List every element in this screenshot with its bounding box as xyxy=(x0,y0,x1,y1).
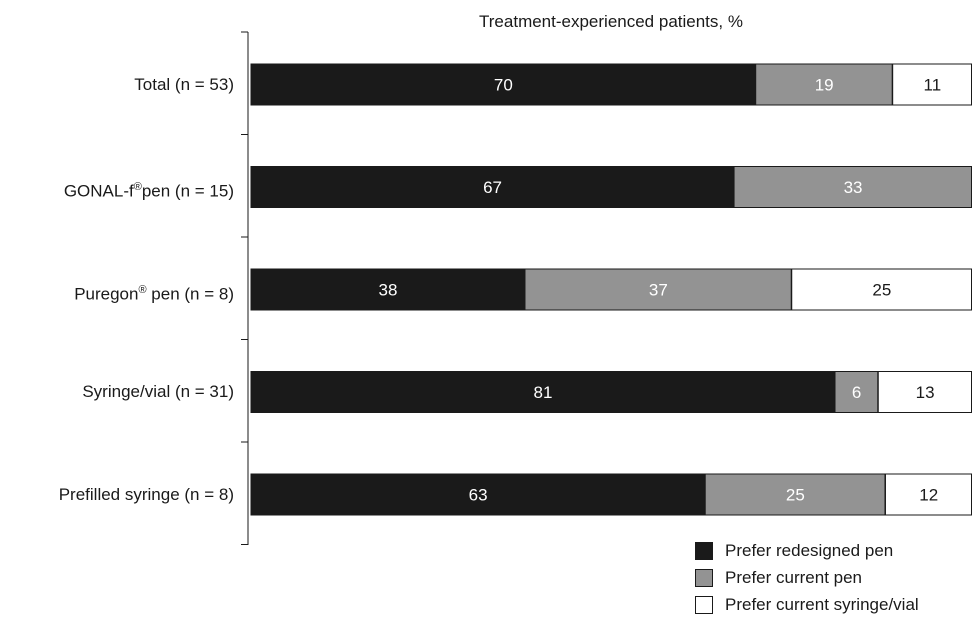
bar-redesigned-pen xyxy=(250,371,836,413)
data-label: 33 xyxy=(844,178,863,197)
data-label: 63 xyxy=(469,486,488,505)
category-label: GONAL-f®pen (n = 15) xyxy=(63,181,234,201)
data-label: 67 xyxy=(483,178,502,197)
legend-item-redesigned: Prefer redesigned pen xyxy=(695,537,919,564)
bar-current-pen xyxy=(834,371,879,413)
bar-redesigned-pen xyxy=(250,166,735,208)
legend-label-syringe-vial: Prefer current syringe/vial xyxy=(725,594,919,614)
legend: Prefer redesigned pen Prefer current pen… xyxy=(695,537,919,618)
legend-item-current-pen: Prefer current pen xyxy=(695,564,919,591)
data-label: 25 xyxy=(872,281,891,300)
data-label: 81 xyxy=(534,383,553,402)
data-label: 12 xyxy=(919,486,938,505)
data-label: 11 xyxy=(924,76,942,95)
legend-label-redesigned: Prefer redesigned pen xyxy=(725,540,894,560)
data-label: 19 xyxy=(815,76,834,95)
legend-swatch-redesigned xyxy=(695,541,713,560)
data-label: 38 xyxy=(379,281,398,300)
data-label: 70 xyxy=(494,76,513,95)
bar-syringe-vial xyxy=(892,63,972,106)
data-label: 25 xyxy=(786,486,805,505)
category-label: Puregon® pen (n = 8) xyxy=(74,283,234,304)
bar-redesigned-pen xyxy=(250,63,756,106)
bar-current-pen xyxy=(704,473,886,516)
legend-swatch-syringe-vial xyxy=(695,595,713,614)
legend-swatch-current-pen xyxy=(695,568,713,587)
bar-redesigned-pen xyxy=(250,268,525,311)
data-label: 37 xyxy=(649,281,668,300)
category-label: Prefilled syringe (n = 8) xyxy=(58,484,234,504)
bar-current-pen xyxy=(733,166,972,208)
bar-current-pen xyxy=(524,268,792,311)
data-label: 6 xyxy=(852,383,861,402)
category-label: Syringe/vial (n = 31) xyxy=(82,382,234,401)
legend-label-current-pen: Prefer current pen xyxy=(725,567,863,587)
data-label: 13 xyxy=(916,383,935,402)
category-label: Total (n = 53) xyxy=(134,74,234,94)
bar-syringe-vial xyxy=(877,371,972,413)
legend-item-syringe-vial: Prefer current syringe/vial xyxy=(695,591,919,618)
bar-syringe-vial xyxy=(791,268,972,311)
chart-title: Treatment-experienced patients, % xyxy=(479,12,743,31)
